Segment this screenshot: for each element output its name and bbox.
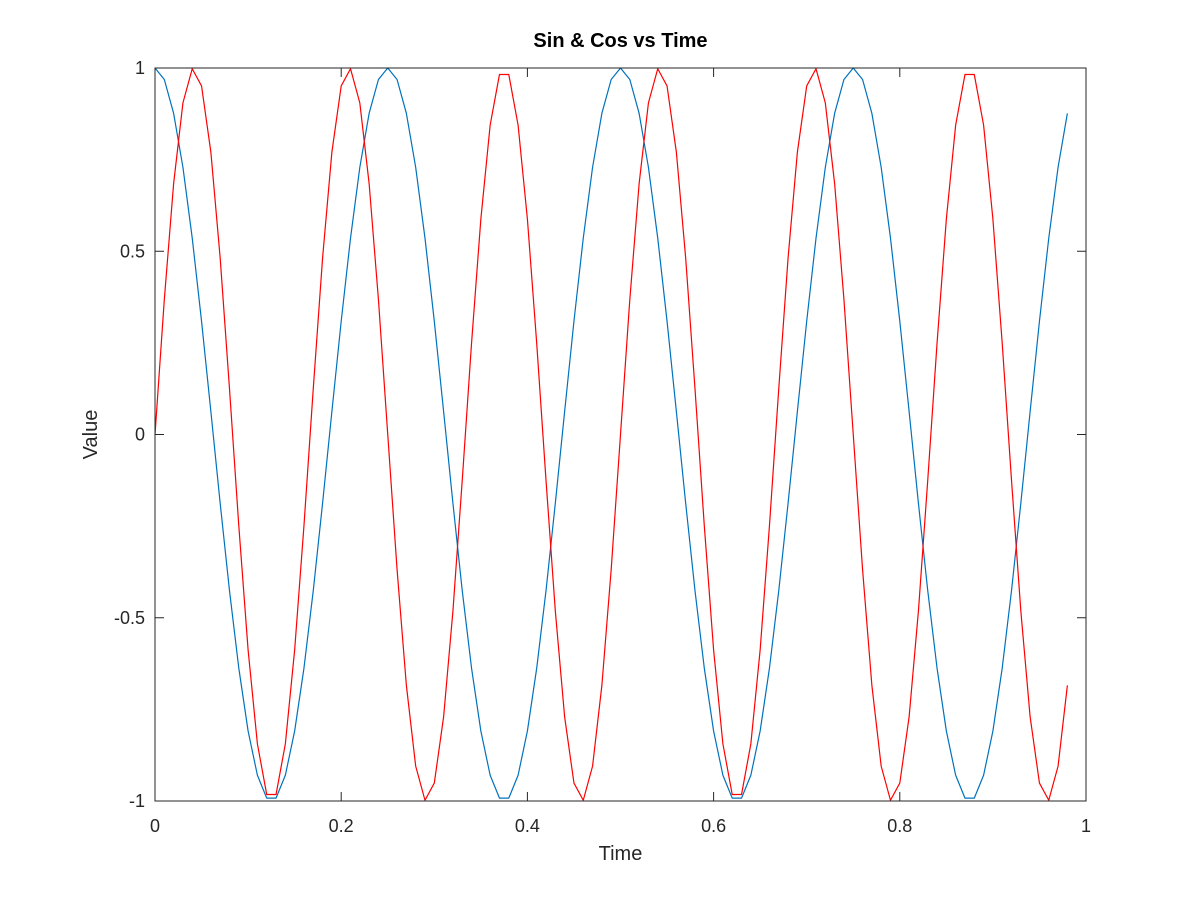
x-tick-label: 0.4	[515, 816, 540, 836]
y-axis-label: Value	[80, 410, 102, 460]
chart-title: Sin & Cos vs Time	[533, 30, 707, 52]
x-axis-label: Time	[599, 843, 643, 865]
x-tick-label: 0.2	[329, 816, 354, 836]
x-tick-label: 0.6	[701, 816, 726, 836]
ticks-layer: 0 0.2 0.4 0.6 0.8 1 -1 -0.5 0 0.5 1	[114, 58, 1091, 836]
series-layer	[154, 67, 1068, 801]
y-tick-label: 0	[135, 425, 145, 445]
x-tick-label: 1	[1081, 816, 1091, 836]
x-tick-label: 0.8	[887, 816, 912, 836]
y-tick-label: 0.5	[120, 241, 145, 261]
series-line-2	[154, 68, 1068, 801]
series-line-1	[154, 67, 1068, 799]
y-tick-label: -0.5	[114, 608, 145, 628]
y-tick-label: 1	[135, 58, 145, 78]
y-tick-label: -1	[129, 791, 145, 811]
x-tick-label: 0	[150, 816, 160, 836]
